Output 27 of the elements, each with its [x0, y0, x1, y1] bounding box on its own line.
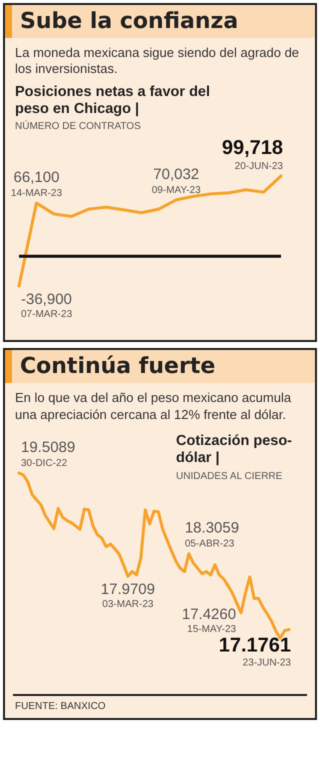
- data-label: 66,100: [14, 169, 60, 186]
- chart-title: Continúa fuerte: [5, 350, 315, 384]
- data-label: 17.9709: [100, 580, 155, 598]
- data-label: 99,718: [222, 137, 283, 160]
- y-axis-title: Posiciones netas a favor del peso en Chicago |: [15, 84, 212, 118]
- text: NÚMERO DE CONTRATOS: [15, 121, 142, 132]
- annotation: 05-ABR-23: [184, 538, 235, 550]
- annotation: 09-MAY-23: [152, 185, 202, 196]
- annotation: 15-MAY-23: [187, 624, 237, 635]
- chart-subtitle: En lo que va del año el peso mexicano acumula una apreciación cercana al 12% frente al dólar.: [14, 389, 292, 424]
- data-label: 18.3059: [184, 520, 240, 537]
- data-label: 70,032: [153, 166, 200, 184]
- y-axis-title: Cotización peso-dólar |: [176, 432, 294, 468]
- annotation: UNIDADES AL CIERRE: [176, 470, 284, 482]
- chart-subtitle: La moneda mexicana sigue siendo del agrado de los inversionistas.: [14, 44, 300, 78]
- annotation: 03-MAR-23: [102, 598, 154, 610]
- source-note: FUENTE: BANXICO: [13, 694, 307, 718]
- text: 23-JUN-23: [242, 657, 292, 668]
- data-label: 17.1761: [218, 634, 291, 656]
- data-label: 19.5089: [21, 438, 76, 456]
- data-label: -36,900: [21, 291, 72, 308]
- text: 30-DIC-22: [21, 458, 68, 469]
- annotation: 14-MAR-23: [10, 188, 62, 200]
- data-label: 17.4260: [182, 606, 236, 623]
- text: 20-JUN-23: [234, 161, 284, 172]
- text: 07-MAR-23: [21, 309, 73, 320]
- chart-title: Sube la confianza: [5, 5, 315, 38]
